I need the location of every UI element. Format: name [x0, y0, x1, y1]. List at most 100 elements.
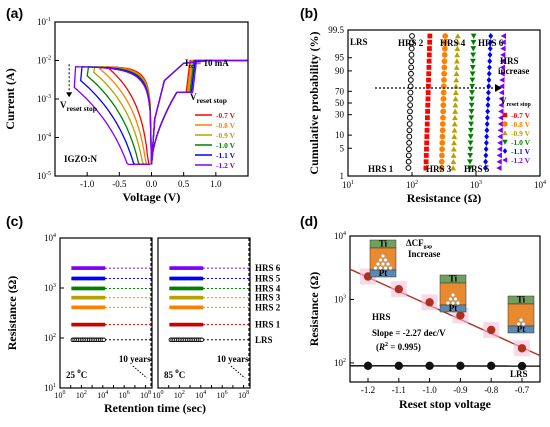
c-point-0-6-17	[101, 337, 107, 343]
b-point-5-8	[485, 114, 490, 121]
c-point-1-4-1	[171, 305, 175, 310]
a-xlabel: Voltage (V)	[123, 190, 181, 204]
d-xtick-label-5: -0.7	[515, 385, 530, 395]
c-point-0-4-15	[98, 305, 102, 310]
c-ytick-label-3-exp: 4	[53, 233, 56, 239]
c-point-1-0-1	[171, 266, 175, 270]
b-point-5-9	[485, 108, 491, 115]
c-point-1-1-17	[200, 276, 204, 281]
d-r2-label: (R2 = 0.995)	[376, 342, 421, 352]
a-vstop-sub: reset stop	[67, 104, 97, 113]
c-point-1-5-6	[180, 322, 184, 327]
b-point-1-15	[426, 71, 432, 77]
c-point-0-0-17	[102, 266, 106, 270]
a-vstop-arrowhead	[66, 92, 73, 98]
d-xlabel: Reset stop voltage	[399, 397, 492, 411]
c-point-1-4-13	[192, 305, 196, 310]
d-device-dot-0-0-0	[381, 253, 386, 258]
b-ytick-label-1: 5	[340, 143, 345, 153]
c-point-1-0-15	[196, 266, 200, 270]
a-ytick-label-2-exp: -3	[46, 94, 51, 100]
d-ytick-label-0: 102	[334, 358, 346, 368]
c-xtick-label-1-8-base: 10	[238, 391, 246, 400]
a-vstop-v: V	[60, 100, 67, 110]
c-point-1-3-2	[172, 295, 176, 300]
d-device-pt-1	[439, 304, 467, 313]
c-point-0-5-0	[71, 322, 75, 327]
b-point-5-3	[483, 146, 489, 153]
c-point-0-3-5	[80, 295, 84, 300]
b-point-0-2	[405, 152, 412, 159]
c-point-1-3-5	[178, 295, 182, 300]
b-point-1-4	[424, 140, 430, 146]
a-material-label: IGZO:N	[64, 154, 98, 164]
c-10y-arrow-0	[132, 365, 148, 379]
b-point-0-8	[406, 114, 413, 121]
b-lt-v: V	[500, 96, 507, 106]
c-ytick-label-0-base: 10	[44, 383, 54, 393]
c-point-1-4-14	[194, 305, 198, 310]
c-point-0-2-3	[76, 286, 80, 291]
b-point-0-21	[409, 33, 415, 39]
c-point-0-1-11	[91, 276, 95, 281]
d-lrs-point-0	[363, 361, 373, 371]
b-point-1-5	[424, 134, 430, 139]
b-point-3-12	[452, 89, 459, 95]
b-point-1-19	[427, 46, 432, 51]
b-dist-label-2: HRS 2	[398, 38, 424, 48]
c-point-0-2-14	[96, 286, 100, 291]
b-point-4-1	[467, 159, 473, 165]
b-point-5-15	[486, 70, 492, 77]
c-point-1-1-11	[189, 276, 193, 281]
c-series-label-2: HRS 4	[255, 283, 281, 293]
b-point-5-6	[484, 127, 490, 134]
c-point-0-0-16	[100, 266, 104, 270]
d-device-dot-1-1-1	[453, 297, 458, 302]
c-point-1-0-16	[198, 266, 202, 270]
c-point-1-4-3	[174, 305, 178, 310]
b-point-6-6	[497, 127, 503, 134]
c-point-1-0-3	[174, 266, 178, 270]
d-ytick-label-1-exp: 3	[343, 294, 346, 300]
c-xtick-label-1-4-exp: 4	[203, 390, 206, 396]
panel-d: (d)-1.2 -1.1 -1.0 -0.9 -0.8 -0.7102103104Rese…	[300, 213, 541, 411]
c-xtick-label-1-2-exp: 2	[182, 390, 185, 396]
b-point-2-6	[439, 127, 446, 134]
b-point-6-17	[499, 58, 506, 65]
b-point-3-11	[452, 95, 459, 102]
c-10y-arrow-1	[230, 365, 246, 379]
c-point-1-0-6	[180, 266, 184, 270]
c-point-1-2-12	[191, 286, 195, 291]
c-point-1-2-14	[194, 286, 198, 291]
c-xlabel: Retention time (sec)	[104, 401, 206, 415]
b-point-2-21	[442, 33, 449, 39]
d-r2-r: R	[378, 342, 385, 352]
c-point-0-2-1	[73, 286, 77, 291]
c-xtick-label-1-6: 106	[217, 390, 228, 400]
c-point-1-2-2	[172, 286, 176, 291]
d-hrs-point-1	[394, 285, 403, 294]
c-point-0-2-0	[71, 286, 75, 291]
c-point-1-2-6	[180, 286, 184, 291]
b-ytick-label-0: 1	[340, 171, 345, 181]
d-device-dot-1-2-2	[456, 301, 461, 306]
b-point-6-19	[500, 45, 506, 52]
d-device-dot-1-2-1	[451, 301, 456, 306]
c-point-1-5-16	[198, 322, 202, 327]
c-point-1-1-0	[169, 276, 173, 281]
c-point-0-0-4	[78, 266, 82, 270]
b-dist-label-6: HRS 6	[478, 38, 504, 48]
c-point-0-5-5	[80, 322, 84, 327]
b-point-4-4	[467, 140, 474, 146]
c-xtick-label-0-6: 106	[119, 390, 130, 400]
b-point-6-13	[499, 83, 505, 90]
b-point-6-11	[498, 95, 504, 102]
b-point-6-0	[496, 165, 502, 171]
c-point-0-4-7	[84, 305, 88, 310]
b-point-3-3	[450, 146, 457, 152]
c-point-0-3-15	[98, 295, 102, 300]
b-point-3-1	[450, 158, 457, 165]
c-frame-0	[59, 237, 153, 389]
c-point-0-1-7	[84, 276, 88, 281]
a-ytick-label-2: 10-3	[37, 94, 51, 104]
